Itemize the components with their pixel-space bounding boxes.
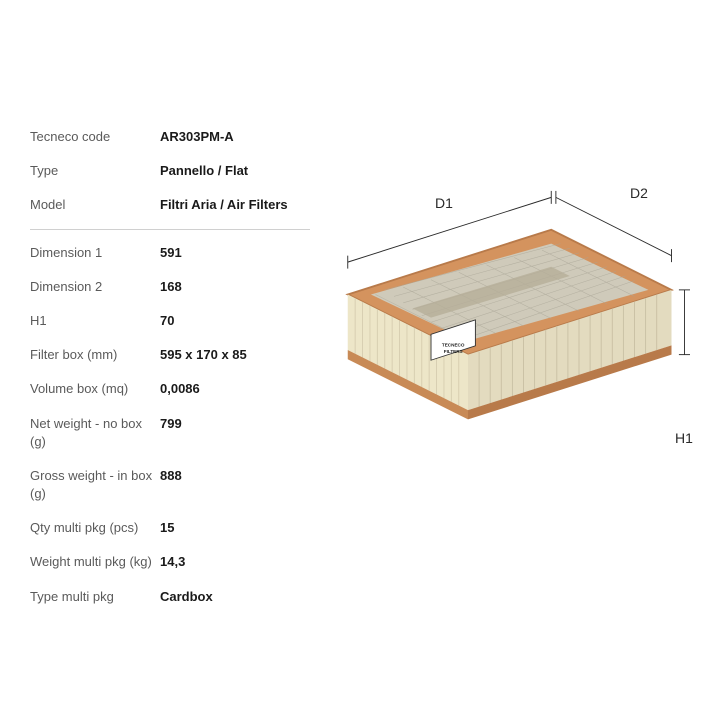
spec-label: Qty multi pkg (pcs): [30, 519, 160, 537]
product-diagram: TECNECO FILTERS D1 D2 H1: [320, 140, 690, 560]
dim-label-d2: D2: [630, 185, 648, 201]
spec-row: Filter box (mm) 595 x 170 x 85: [30, 338, 310, 372]
spec-row: Type Pannello / Flat: [30, 154, 310, 188]
spec-value: 70: [160, 312, 310, 330]
spec-value: 799: [160, 415, 310, 433]
spec-row: Weight multi pkg (kg) 14,3: [30, 545, 310, 579]
spec-label: Gross weight - in box (g): [30, 467, 160, 503]
spec-value: 591: [160, 244, 310, 262]
spec-label: Dimension 2: [30, 278, 160, 296]
dim-label-h1: H1: [675, 430, 693, 446]
spec-row: Model Filtri Aria / Air Filters: [30, 188, 310, 222]
dim-h1-line: [679, 290, 690, 355]
spec-row: Qty multi pkg (pcs) 15: [30, 511, 310, 545]
spec-value: 0,0086: [160, 380, 310, 398]
spec-row: Dimension 2 168: [30, 270, 310, 304]
spec-row: Type multi pkg Cardbox: [30, 580, 310, 614]
spec-value: Cardbox: [160, 588, 310, 606]
spec-label: Tecneco code: [30, 128, 160, 146]
spec-value: Filtri Aria / Air Filters: [160, 196, 310, 214]
spec-label: Net weight - no box (g): [30, 415, 160, 451]
filter-illustration: TECNECO FILTERS: [320, 140, 690, 560]
spec-row: H1 70: [30, 304, 310, 338]
spec-row: Net weight - no box (g) 799: [30, 407, 310, 459]
spec-value: 888: [160, 467, 310, 485]
svg-text:TECNECO: TECNECO: [442, 342, 465, 347]
spec-row: Tecneco code AR303PM-A: [30, 120, 310, 154]
spec-value: 14,3: [160, 553, 310, 571]
spec-value: AR303PM-A: [160, 128, 310, 146]
spec-row: Volume box (mq) 0,0086: [30, 372, 310, 406]
spec-label: Weight multi pkg (kg): [30, 553, 160, 571]
dim-label-d1: D1: [435, 195, 453, 211]
spec-row: Gross weight - in box (g) 888: [30, 459, 310, 511]
product-spec-container: Tecneco code AR303PM-A Type Pannello / F…: [30, 40, 690, 680]
spec-label: Model: [30, 196, 160, 214]
spec-label: Type multi pkg: [30, 588, 160, 606]
svg-text:FILTERS: FILTERS: [444, 349, 463, 354]
spec-label: H1: [30, 312, 160, 330]
spec-label: Type: [30, 162, 160, 180]
spec-group-1: Tecneco code AR303PM-A Type Pannello / F…: [30, 120, 310, 223]
spec-label: Dimension 1: [30, 244, 160, 262]
spec-value: 168: [160, 278, 310, 296]
spec-label: Volume box (mq): [30, 380, 160, 398]
spec-row: Dimension 1 591: [30, 229, 310, 270]
spec-value: Pannello / Flat: [160, 162, 310, 180]
spec-label: Filter box (mm): [30, 346, 160, 364]
spec-value: 15: [160, 519, 310, 537]
spec-table: Tecneco code AR303PM-A Type Pannello / F…: [30, 120, 310, 614]
spec-group-2: Dimension 1 591 Dimension 2 168 H1 70 Fi…: [30, 229, 310, 614]
spec-value: 595 x 170 x 85: [160, 346, 310, 364]
